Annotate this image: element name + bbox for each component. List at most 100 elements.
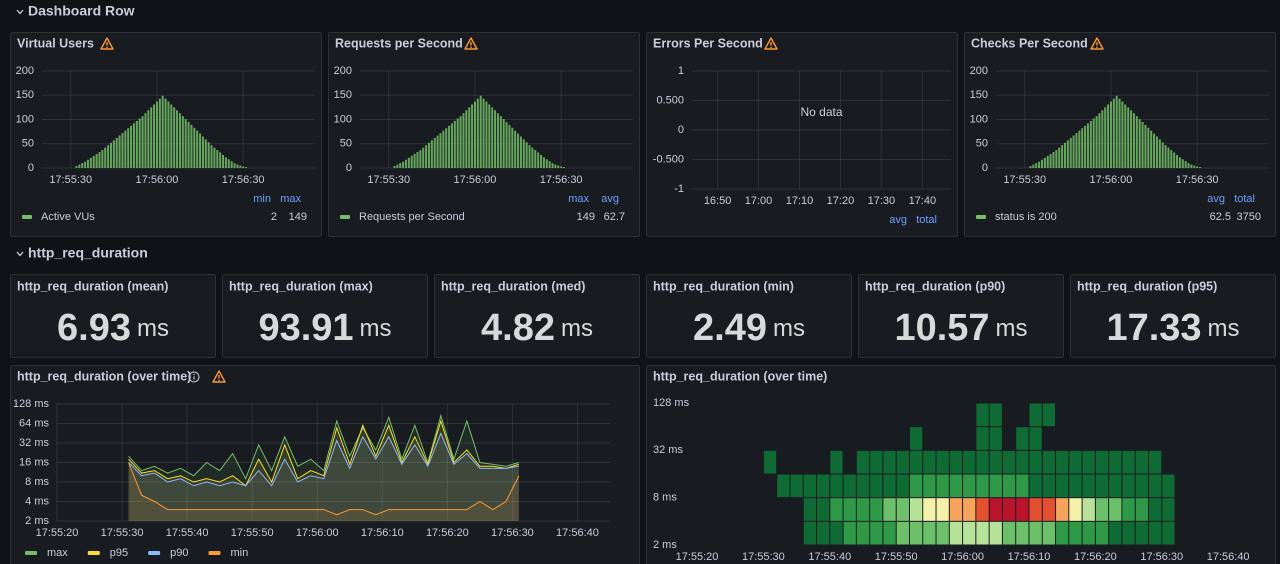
bar [1061, 145, 1064, 168]
bar [1086, 123, 1089, 168]
stat-unit: ms [996, 315, 1028, 342]
stat-unit: ms [360, 315, 392, 342]
y-tick-label: 128 ms [13, 398, 50, 410]
heatmap-cell [1148, 498, 1162, 521]
heatmap-cell [1162, 474, 1175, 498]
series-line [128, 432, 519, 487]
bar [236, 164, 239, 168]
bar [1029, 166, 1032, 168]
stat: 17.33 ms [1106, 307, 1239, 349]
collapse-icon[interactable] [16, 251, 24, 257]
heatmap-cell [909, 450, 923, 474]
y-tick-label: 50 [976, 138, 988, 150]
row-title[interactable]: Dashboard Row [28, 3, 135, 19]
y-tick-label: 2 ms [653, 539, 677, 551]
legend-header: max [568, 193, 589, 205]
bar [1081, 128, 1084, 168]
bar [1144, 124, 1147, 168]
bar [410, 155, 413, 168]
heatmap-cell [949, 450, 963, 474]
legend-label[interactable]: Requests per Second [359, 211, 465, 223]
heatmap-cell [1095, 521, 1109, 545]
heatmap-cell [1095, 474, 1109, 498]
bar [1141, 121, 1144, 168]
bar [1101, 110, 1104, 168]
x-tick-label: 17:56:00 [941, 551, 984, 563]
bar [1193, 165, 1196, 168]
heatmap-cell [856, 498, 870, 521]
heatmap-cell [1069, 474, 1082, 498]
bar [167, 101, 170, 168]
panel-title: http_req_duration (max) [229, 279, 373, 293]
bar [98, 151, 101, 168]
x-tick-label: 17:56:20 [426, 527, 469, 539]
heatmap-cell [817, 474, 830, 498]
row-title[interactable]: http_req_duration [28, 245, 148, 261]
series-area [128, 462, 519, 521]
bar [213, 147, 216, 168]
bar [245, 167, 248, 168]
heatmap-cell [830, 521, 843, 545]
heatmap-cell [856, 521, 870, 545]
panel [434, 274, 640, 358]
bar [1181, 159, 1184, 168]
warning-icon[interactable] [100, 37, 114, 50]
heatmap-cell [1162, 521, 1175, 545]
heatmap-cell [936, 498, 949, 521]
x-tick-label: 17:56:40 [1207, 551, 1250, 563]
bar [210, 145, 213, 168]
bar [456, 118, 459, 168]
heatmap-cell [1148, 450, 1162, 474]
y-tick-label: 100 [16, 113, 34, 125]
stat-unit: ms [773, 315, 805, 342]
legend-label[interactable]: status is 200 [995, 211, 1057, 223]
panel [646, 32, 958, 237]
legend-label[interactable]: p95 [110, 547, 128, 559]
heatmap-cell [909, 427, 923, 450]
bar [1069, 137, 1072, 168]
y-tick-label: 8 ms [653, 492, 677, 504]
bar [404, 159, 407, 168]
no-data: No data [800, 105, 842, 119]
x-tick-label: 17:56:00 [1090, 174, 1133, 186]
y-tick-label: 4 ms [25, 495, 49, 507]
heatmap-cell [976, 474, 989, 498]
legend-header: total [916, 214, 937, 226]
x-tick-label: 17:56:30 [1176, 174, 1219, 186]
legend-label[interactable]: max [47, 547, 68, 559]
bar [1184, 161, 1187, 168]
bar [86, 159, 89, 168]
bar [1058, 147, 1061, 168]
bar [1049, 153, 1052, 168]
bar [459, 116, 462, 168]
warning-icon[interactable] [212, 370, 226, 383]
bar [1161, 142, 1164, 168]
bar [399, 163, 402, 168]
legend-label[interactable]: p90 [170, 547, 188, 559]
collapse-icon[interactable] [16, 9, 24, 15]
warning-icon[interactable] [464, 37, 478, 50]
legend-label[interactable]: Active VUs [41, 211, 95, 223]
bar [407, 157, 410, 168]
y-tick-label: -1 [674, 183, 684, 195]
heatmap-cell [963, 521, 976, 545]
heatmap-cell [1109, 521, 1122, 545]
heatmap-cell [976, 521, 989, 545]
legend-label[interactable]: min [231, 547, 249, 559]
info-icon[interactable] [188, 371, 200, 383]
warning-icon[interactable] [1090, 37, 1104, 50]
heatmap-cell [883, 474, 896, 498]
x-tick-label: 17:55:30 [49, 174, 92, 186]
bar [525, 142, 528, 168]
panel-title: http_req_duration (p90) [865, 279, 1005, 293]
panel-title: http_req_duration (min) [653, 279, 794, 293]
legend-value: 149 [577, 211, 595, 223]
bar [164, 98, 167, 168]
warning-icon[interactable] [764, 37, 778, 50]
y-tick-label: 0 [28, 162, 34, 174]
bar [150, 107, 153, 168]
x-tick-label: 17:56:10 [361, 527, 404, 539]
panel-title: http_req_duration (over time) [653, 369, 827, 383]
legend-header: max [280, 193, 301, 205]
x-tick-label: 17:55:40 [166, 527, 209, 539]
